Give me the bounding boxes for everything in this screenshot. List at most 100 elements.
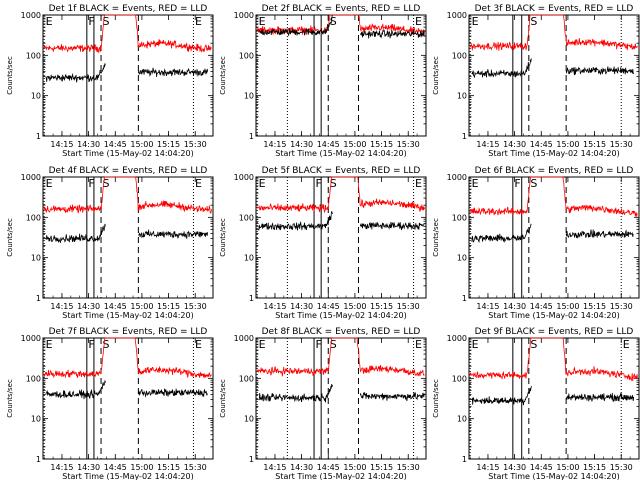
y-tick-label: 100 [452,374,467,383]
x-tick-label: 15:15 [370,463,393,472]
marker-label: E [472,15,479,28]
events-series-line [359,29,425,39]
x-tick-label: 15:30 [397,140,420,149]
marker-label: E [259,177,266,190]
x-tick-label: 15:00 [556,463,579,472]
marker-label: E [46,177,53,190]
x-tick-label: 14:15 [50,302,73,311]
y-axis-label: Counts/sec [432,218,440,257]
y-tick-label: 10 [244,415,254,424]
panel-title: Det 8f BLACK = Events, RED = LLD [262,327,421,337]
x-tick-label: 15:00 [130,463,153,472]
events-series-line [258,211,333,231]
marker-label: S [103,338,110,351]
marker-label: F [316,338,322,351]
y-tick-label: 1 [36,132,41,141]
y-tick-label: 1000 [21,334,41,343]
x-tick-label: 14:45 [317,140,340,149]
x-tick-label: 15:15 [370,302,393,311]
lld-series-line [43,337,212,379]
y-tick-label: 100 [239,51,254,60]
panel-title: Det 9f BLACK = Events, RED = LLD [475,327,634,337]
marker-label: E [195,177,202,190]
y-tick-label: 1 [249,455,254,464]
y-tick-label: 100 [26,374,41,383]
x-tick-label: 15:15 [157,140,180,149]
marker-label: F [88,338,94,351]
y-tick-label: 1 [36,294,41,303]
panel-5: Det 5f BLACK = Events, RED = LLD 1 10 100 10… [219,166,427,320]
x-tick-label: 14:30 [290,140,313,149]
marker-label: E [415,177,422,190]
events-series-line [471,58,532,78]
x-tick-label: 14:45 [317,463,340,472]
x-tick-label: 15:30 [184,302,207,311]
y-axis-label: Counts/sec [219,56,227,95]
y-tick-label: 1 [462,455,467,464]
lld-series-line [469,14,638,51]
marker-label: E [195,338,202,351]
x-tick-label: 15:30 [610,302,633,311]
y-tick-label: 1 [36,455,41,464]
panel-title: Det 4f BLACK = Events, RED = LLD [49,166,208,176]
marker-label: E [472,338,479,351]
x-tick-label: 15:15 [583,302,606,311]
x-tick-label: 14:30 [503,463,526,472]
x-tick-label: 15:15 [157,302,180,311]
x-tick-label: 15:00 [343,302,366,311]
y-tick-label: 10 [31,92,41,101]
x-tick-label: 15:15 [157,463,180,472]
y-tick-label: 10 [457,92,467,101]
marker-label: E [195,15,202,28]
y-axis-label: Counts/sec [6,379,14,418]
y-tick-label: 1000 [447,11,467,20]
x-axis-label: Start Time (15-May-02 14:04:20) [488,311,619,320]
x-tick-label: 15:30 [184,140,207,149]
events-series-line [565,229,634,239]
x-tick-label: 14:45 [317,302,340,311]
events-series-line [359,221,425,231]
x-axis-label: Start Time (15-May-02 14:04:20) [275,149,406,158]
plot-frame [42,176,214,299]
panel-title: Det 3f BLACK = Events, RED = LLD [475,4,634,14]
x-tick-label: 15:00 [556,140,579,149]
x-tick-label: 15:15 [370,140,393,149]
marker-label: E [415,15,422,28]
x-tick-label: 15:00 [556,302,579,311]
marker-label: S [330,177,337,190]
x-tick-label: 14:15 [263,463,286,472]
marker-label: S [330,15,337,28]
y-tick-label: 100 [26,51,41,60]
x-tick-label: 15:15 [583,463,606,472]
panel-title: Det 1f BLACK = Events, RED = LLD [49,4,208,14]
events-series-line [45,380,106,400]
x-axis-label: Start Time (15-May-02 14:04:20) [62,149,193,158]
events-series-line [138,67,209,78]
y-tick-label: 100 [239,374,254,383]
y-axis-label: Counts/sec [219,379,227,418]
y-tick-label: 1000 [21,173,41,182]
x-tick-label: 14:15 [263,302,286,311]
marker-label: F [514,177,520,190]
marker-label: E [46,15,53,28]
x-tick-label: 14:30 [77,302,100,311]
y-tick-label: 100 [452,213,467,222]
events-series-line [138,388,209,398]
lld-series-line [469,176,638,217]
plot-frame [255,176,427,299]
x-tick-label: 15:30 [610,463,633,472]
y-tick-label: 10 [31,254,41,263]
panel-1: Det 1f BLACK = Events, RED = LLD 1 10 100 10… [6,4,214,158]
panel-6: Det 6f BLACK = Events, RED = LLD 1 10 100 10… [432,166,640,320]
y-tick-label: 1000 [447,334,467,343]
marker-label: E [415,338,422,351]
lld-series-line [43,14,212,54]
y-axis-label: Counts/sec [6,218,14,257]
y-axis-label: Counts/sec [6,56,14,95]
x-tick-label: 15:00 [130,302,153,311]
y-tick-label: 10 [457,254,467,263]
y-tick-label: 10 [31,415,41,424]
x-tick-label: 14:30 [503,302,526,311]
marker-label: F [88,177,94,190]
y-tick-label: 1000 [21,11,41,20]
